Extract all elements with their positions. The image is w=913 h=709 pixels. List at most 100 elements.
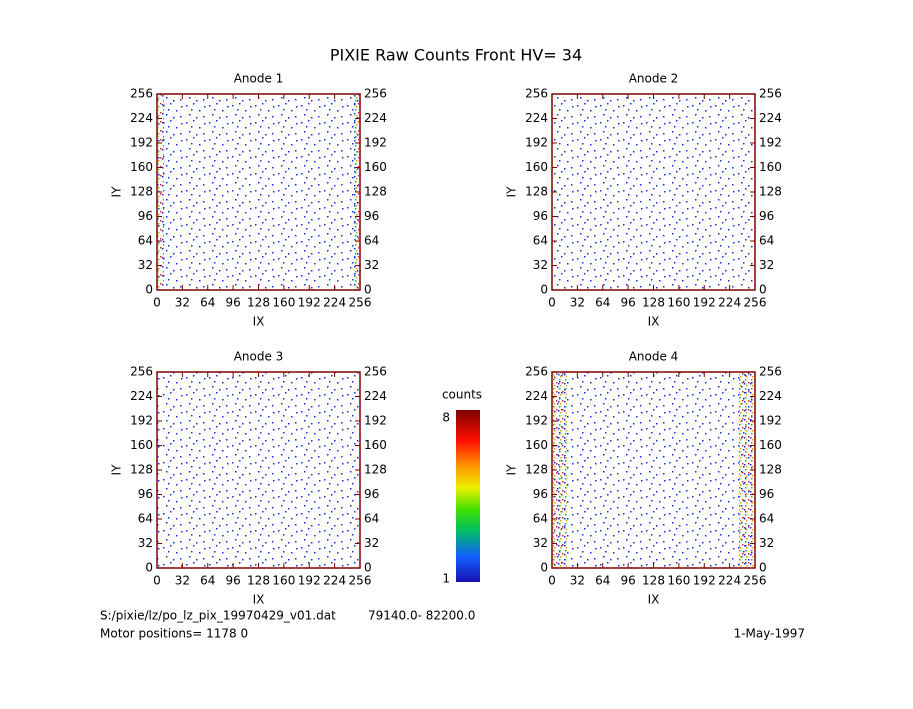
y-tick-label: 128: [525, 463, 548, 477]
x-axis-label: IX: [648, 593, 660, 607]
plot-title: Anode 1: [234, 72, 284, 86]
x-tick-label: 160: [667, 574, 690, 588]
file-name: S:/pixie/lz/po_lz_pix_19970429_v01.dat: [100, 609, 336, 623]
x-tick-label: 224: [718, 574, 741, 588]
x-axis-label: IX: [253, 315, 265, 329]
y-tick-label: 96: [138, 209, 153, 223]
counts-texture: [552, 372, 755, 568]
y-tick-label: 160: [525, 160, 548, 174]
plot-title: Anode 3: [234, 350, 284, 364]
y-tick-label-right: 160: [759, 438, 782, 452]
x-tick-label: 96: [620, 296, 635, 310]
x-tick-label: 192: [298, 296, 321, 310]
x-tick-label: 256: [349, 574, 372, 588]
time-range: 79140.0- 82200.0: [368, 609, 475, 623]
x-tick-label: 96: [225, 296, 240, 310]
motor-positions: Motor positions= 1178 0: [100, 627, 248, 641]
x-tick-label: 0: [548, 574, 556, 588]
y-tick-label: 256: [130, 365, 153, 379]
x-axis-label: IX: [648, 315, 660, 329]
y-tick-label: 128: [130, 185, 153, 199]
x-tick-label: 128: [247, 296, 270, 310]
y-tick-label-right: 64: [759, 512, 774, 526]
y-axis-label: IY: [110, 464, 124, 476]
y-tick-label-right: 192: [759, 414, 782, 428]
x-tick-label: 128: [642, 296, 665, 310]
y-tick-label-right: 0: [364, 561, 372, 575]
y-axis-label: IY: [505, 186, 519, 198]
y-tick-label: 0: [145, 561, 153, 575]
colorbar-label: counts: [442, 388, 482, 402]
y-tick-label: 0: [540, 283, 548, 297]
y-tick-label: 160: [130, 438, 153, 452]
x-tick-label: 128: [642, 574, 665, 588]
x-tick-label: 192: [298, 574, 321, 588]
y-tick-label-right: 256: [364, 87, 387, 101]
plot-title: Anode 4: [629, 350, 679, 364]
x-tick-label: 128: [247, 574, 270, 588]
x-tick-label: 32: [175, 296, 190, 310]
y-tick-label: 224: [525, 111, 548, 125]
y-tick-label: 256: [525, 365, 548, 379]
x-tick-label: 32: [570, 296, 585, 310]
y-tick-label: 32: [138, 258, 153, 272]
colorbar-tick-label: 1: [442, 572, 450, 586]
y-axis-label: IY: [110, 186, 124, 198]
y-tick-label: 32: [533, 536, 548, 550]
y-tick-label: 160: [525, 438, 548, 452]
x-tick-label: 256: [744, 296, 767, 310]
x-tick-label: 32: [570, 574, 585, 588]
x-axis-label: IX: [253, 593, 265, 607]
y-tick-label-right: 64: [364, 512, 379, 526]
y-tick-label: 0: [540, 561, 548, 575]
y-tick-label-right: 160: [364, 160, 387, 174]
x-tick-label: 0: [548, 296, 556, 310]
y-tick-label: 64: [138, 512, 153, 526]
y-tick-label: 32: [138, 536, 153, 550]
x-tick-label: 64: [200, 574, 215, 588]
y-tick-label-right: 0: [759, 561, 767, 575]
x-tick-label: 160: [667, 296, 690, 310]
y-axis-label: IY: [505, 464, 519, 476]
x-tick-label: 224: [718, 296, 741, 310]
x-tick-label: 192: [693, 296, 716, 310]
y-tick-label: 96: [533, 209, 548, 223]
y-tick-label-right: 32: [364, 536, 379, 550]
x-tick-label: 224: [323, 574, 346, 588]
y-tick-label: 192: [130, 136, 153, 150]
y-tick-label: 64: [533, 512, 548, 526]
y-tick-label: 192: [525, 414, 548, 428]
y-tick-label-right: 224: [759, 111, 782, 125]
y-tick-label: 32: [533, 258, 548, 272]
y-tick-label-right: 192: [364, 136, 387, 150]
y-tick-label: 224: [130, 389, 153, 403]
y-tick-label: 64: [138, 234, 153, 248]
y-tick-label: 256: [130, 87, 153, 101]
y-tick-label: 224: [130, 111, 153, 125]
y-tick-label-right: 224: [759, 389, 782, 403]
y-tick-label-right: 96: [759, 487, 774, 501]
y-tick-label-right: 32: [759, 536, 774, 550]
y-tick-label: 64: [533, 234, 548, 248]
y-tick-label: 128: [130, 463, 153, 477]
y-tick-label-right: 256: [364, 365, 387, 379]
y-tick-label-right: 160: [364, 438, 387, 452]
y-tick-label-right: 32: [364, 258, 379, 272]
y-tick-label-right: 96: [364, 209, 379, 223]
date: 1-May-1997: [734, 627, 805, 641]
figure-title: PIXIE Raw Counts Front HV= 34: [330, 46, 582, 65]
colorbar-tick-label: 8: [442, 411, 450, 425]
y-tick-label: 0: [145, 283, 153, 297]
y-tick-label-right: 128: [364, 185, 387, 199]
y-tick-label: 96: [138, 487, 153, 501]
y-tick-label-right: 64: [759, 234, 774, 248]
x-tick-label: 32: [175, 574, 190, 588]
y-tick-label: 128: [525, 185, 548, 199]
counts-texture: [157, 372, 360, 568]
counts-texture: [157, 94, 360, 290]
x-tick-label: 96: [225, 574, 240, 588]
y-tick-label: 256: [525, 87, 548, 101]
y-tick-label: 192: [130, 414, 153, 428]
